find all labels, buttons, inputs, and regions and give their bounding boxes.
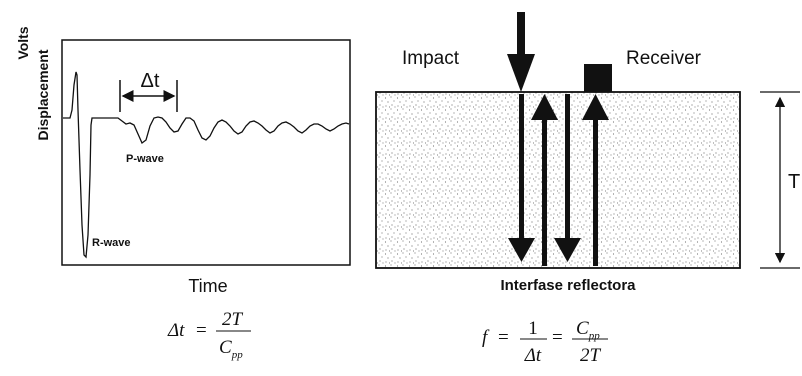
- specimen-panel: Impact Receiver T Interfase reflectora: [375, 12, 800, 294]
- formula-left-numerator: 2T: [222, 309, 244, 330]
- formula-left-equals: =: [196, 320, 207, 341]
- interface-label: Interfase reflectora: [500, 277, 636, 294]
- y-axis-label-displacement: Displacement: [35, 49, 51, 140]
- waveform-trace: [63, 71, 350, 259]
- p-wave-label: P-wave: [126, 153, 164, 165]
- y-axis-label-volts: Volts: [15, 26, 31, 59]
- formula-left-den-main: C: [219, 337, 232, 358]
- ray-down-1: [519, 94, 524, 244]
- formula-left-denominator: Cpp: [219, 337, 243, 361]
- formula-right-num2-sub: pp: [588, 330, 601, 342]
- formula-right-equals-2: =: [552, 327, 563, 348]
- thickness-label: T: [788, 171, 800, 193]
- delta-t-label: Δt: [141, 70, 160, 92]
- reflected-wave-paths: [508, 94, 609, 266]
- x-axis-label-time: Time: [188, 276, 227, 296]
- formula-right-denominator-1: Δt: [524, 345, 542, 366]
- ray-down-2: [565, 94, 570, 244]
- receiver-sensor: [584, 64, 612, 92]
- formula-right-numerator-1: 1: [528, 318, 538, 339]
- formula-left-den-sub: pp: [231, 349, 244, 361]
- formula-right-equals-1: =: [498, 327, 509, 348]
- formula-right-denominator-2: 2T: [580, 345, 602, 366]
- impact-arrow: [507, 12, 535, 92]
- impact-label: Impact: [402, 48, 460, 69]
- formula-right-numerator-2: Cpp: [576, 318, 600, 342]
- r-wave-label: R-wave: [92, 237, 131, 249]
- receiver-label: Receiver: [626, 48, 702, 69]
- formula-right-num2-main: C: [576, 318, 589, 339]
- formula-left-lhs: Δt: [167, 320, 185, 341]
- ray-up-2: [593, 114, 598, 266]
- formula-frequency: f = 1 Δt = Cpp 2T: [482, 318, 608, 366]
- formula-delta-t: Δt = 2T Cpp: [167, 309, 251, 361]
- waveform-panel: Δt P-wave R-wave Volts Displacement Time: [15, 26, 351, 296]
- ray-up-1: [542, 114, 547, 266]
- waveform-frame: [61, 39, 351, 266]
- formula-right-lhs: f: [482, 327, 490, 348]
